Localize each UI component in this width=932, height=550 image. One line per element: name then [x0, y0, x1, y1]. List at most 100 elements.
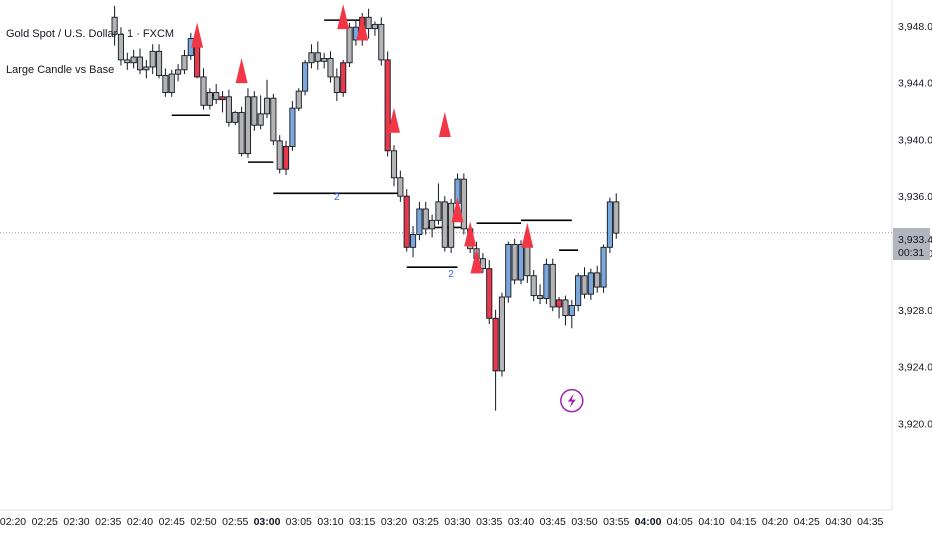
candle-body [422, 208, 429, 230]
candle-body [543, 263, 550, 299]
time-tick-label: 03:05 [286, 516, 312, 528]
candle-body [479, 258, 486, 270]
lightning-bolt-icon[interactable] [560, 388, 584, 413]
candle-body [371, 23, 379, 30]
large-candle-marker [464, 221, 477, 247]
symbol-title[interactable]: Gold Spot / U.S. Dollar · 1 · FXCM [6, 28, 175, 40]
candle [302, 59, 309, 96]
candle-body [486, 268, 493, 319]
candle-body [511, 244, 518, 281]
price-axis[interactable]: 3,920.003,924.003,928.003,932.003,936.00… [898, 21, 932, 431]
candle [117, 27, 124, 66]
time-tick-label: 02:50 [190, 516, 216, 528]
large-candle-marker [470, 248, 483, 274]
time-tick-label: 04:25 [794, 516, 820, 528]
candle [149, 44, 156, 75]
candle-body [575, 275, 582, 306]
candle [283, 140, 290, 175]
candle-body [613, 201, 620, 234]
candle-body [251, 96, 258, 126]
time-tick-label: 02:25 [32, 516, 58, 528]
candle [403, 189, 410, 252]
candle [181, 49, 188, 75]
price-tick-label: 3,944.00 [898, 78, 932, 90]
candle-body [111, 16, 118, 35]
candle [340, 59, 347, 97]
time-tick-label: 04:10 [698, 516, 724, 528]
candle [263, 79, 271, 119]
large-candle-markers [191, 4, 534, 274]
candle [556, 297, 563, 319]
candle [213, 84, 220, 104]
lightning-bolt-glyph [567, 393, 576, 408]
candle-body [130, 56, 137, 64]
candle [219, 91, 226, 113]
candle [543, 258, 550, 305]
time-tick-label: 02:20 [0, 516, 26, 528]
candle-body [403, 195, 410, 248]
candle [352, 20, 359, 46]
candle [575, 272, 582, 312]
current-price-value: 3,933.43 [898, 234, 932, 246]
candle [289, 101, 296, 151]
large-candle-marker [438, 112, 451, 138]
candle [365, 8, 372, 39]
candle [435, 183, 442, 225]
candle-body [289, 107, 296, 147]
candle-body [537, 295, 544, 299]
time-tick-label: 04:35 [857, 516, 883, 528]
candle-body [219, 96, 226, 101]
candle [155, 44, 163, 79]
time-axis[interactable]: 02:20 02:25 02:30 02:35 02:40 02:45 02:50 02:55… [0, 516, 884, 528]
candle-body [276, 140, 283, 170]
candle [568, 299, 575, 329]
time-tick-label: 03:15 [349, 516, 375, 528]
time-tick-label: 03:50 [571, 516, 597, 528]
candle [606, 197, 613, 253]
candle-body [295, 90, 302, 109]
candle-body [365, 16, 372, 30]
candle-body [441, 201, 448, 248]
candle [498, 292, 506, 377]
candle [581, 267, 588, 299]
price-tick-label: 3,948.00 [898, 21, 932, 33]
candle [111, 5, 118, 46]
candle-body [562, 299, 569, 316]
candle-body [270, 97, 277, 142]
candle-body [581, 275, 588, 295]
candle [314, 41, 321, 70]
time-tick-label: 04:15 [730, 516, 756, 528]
candle [587, 268, 594, 300]
price-tick-label: 3,940.00 [898, 134, 932, 146]
candle [448, 199, 455, 253]
candle [232, 111, 239, 126]
price-tick-label: 3,928.00 [898, 305, 932, 317]
candle-body [600, 246, 607, 288]
candle [600, 244, 607, 293]
candle [327, 51, 334, 83]
candle [206, 88, 213, 110]
candle [594, 265, 601, 293]
candle-body [492, 317, 499, 372]
candle [244, 88, 252, 158]
time-tick-label: 03:00 [254, 516, 281, 528]
indicator-name[interactable]: Large Candle vs Base [6, 64, 115, 76]
large-candle-marker [191, 22, 204, 48]
candle [295, 88, 302, 111]
candle-body [143, 66, 150, 71]
candle-body [283, 146, 290, 170]
candle [429, 214, 436, 238]
candle [238, 106, 245, 157]
candle-body [149, 50, 156, 68]
candle-body [384, 59, 391, 152]
candle-body [257, 113, 264, 126]
candle [479, 253, 486, 273]
candle [168, 69, 175, 97]
candle [505, 241, 512, 303]
candle-body [587, 272, 594, 295]
candle-body [340, 62, 347, 93]
candle-body [175, 69, 182, 75]
time-tick-label: 03:20 [381, 516, 407, 528]
candle [124, 52, 131, 70]
